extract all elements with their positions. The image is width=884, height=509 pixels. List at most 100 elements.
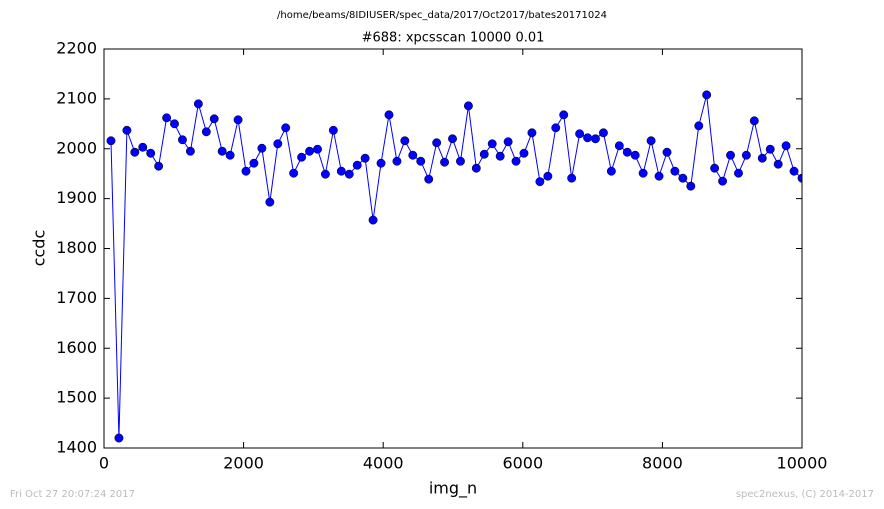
plot-frame: [103, 48, 803, 449]
data-point: [130, 147, 140, 157]
data-point: [352, 160, 362, 170]
data-point: [773, 159, 783, 169]
data-point: [511, 156, 521, 166]
data-point: [654, 171, 664, 181]
data-point: [765, 144, 775, 154]
y-axis-label: ccdc: [30, 230, 49, 267]
data-point: [376, 158, 386, 168]
data-point: [781, 141, 791, 151]
data-point: [749, 116, 759, 126]
data-point: [495, 151, 505, 161]
data-point: [694, 121, 704, 131]
data-point: [233, 115, 243, 125]
data-point: [225, 150, 235, 160]
data-point: [456, 156, 465, 166]
x-tick-label: 0: [99, 454, 109, 473]
y-tick-label: 1800: [56, 238, 97, 257]
data-point: [193, 99, 203, 109]
data-point: [463, 101, 473, 111]
data-point: [559, 110, 569, 120]
suptitle: /home/beams/8IDIUSER/spec_data/2017/Oct2…: [277, 10, 607, 21]
data-point: [249, 158, 259, 168]
data-point: [527, 128, 537, 138]
y-tick-label: 1700: [56, 288, 97, 307]
data-point: [122, 125, 132, 135]
data-point: [638, 168, 648, 178]
data-point: [598, 128, 608, 138]
y-tick-label: 2000: [56, 138, 97, 157]
x-tick-label: 8000: [642, 454, 683, 473]
data-point: [630, 150, 640, 160]
data-point: [487, 139, 497, 149]
data-point: [320, 169, 330, 179]
data-point: [503, 137, 513, 147]
data-point: [185, 146, 195, 156]
x-tick-label: 2000: [223, 454, 264, 473]
data-point: [440, 157, 450, 167]
data-point: [400, 136, 410, 146]
footer-left: Fri Oct 27 20:07:24 2017: [10, 489, 135, 500]
y-tick-label: 1600: [56, 338, 97, 357]
data-point: [551, 123, 561, 133]
data-point: [154, 161, 164, 171]
data-point: [567, 173, 577, 183]
data-point: [670, 166, 680, 176]
data-point: [328, 125, 338, 135]
data-point: [241, 166, 251, 176]
data-point: [162, 113, 172, 123]
x-axis-label: img_n: [429, 479, 477, 499]
data-point: [217, 146, 227, 156]
x-tick-label: 6000: [502, 454, 543, 473]
data-point: [368, 215, 378, 225]
plot-area: [106, 90, 802, 443]
data-point: [726, 150, 735, 160]
data-line: [110, 94, 802, 439]
data-point: [114, 433, 124, 443]
data-point: [432, 138, 442, 148]
data-point: [757, 153, 767, 163]
data-point: [313, 144, 322, 154]
y-tick-label: 1400: [56, 438, 97, 457]
data-point: [702, 90, 712, 100]
data-point: [297, 152, 307, 162]
data-point: [734, 168, 743, 178]
data-point: [273, 139, 283, 149]
data-point: [416, 156, 426, 166]
data-point: [789, 166, 799, 176]
data-point: [281, 123, 291, 133]
data-point: [686, 181, 696, 191]
data-point: [201, 127, 211, 137]
data-point: [741, 150, 751, 160]
data-point: [106, 136, 116, 146]
data-point: [170, 119, 179, 129]
data-point: [471, 163, 481, 173]
data-point: [662, 147, 672, 157]
data-point: [392, 156, 402, 166]
data-point: [535, 177, 545, 187]
data-point: [384, 110, 394, 120]
data-point: [138, 142, 148, 152]
data-point: [257, 143, 267, 153]
x-tick-label: 10000: [777, 454, 828, 473]
x-tick-label: 4000: [363, 454, 404, 473]
y-tick-label: 2100: [56, 88, 97, 107]
data-point: [591, 134, 600, 144]
data-point: [448, 134, 457, 144]
data-point: [646, 136, 656, 146]
y-tick-label: 1500: [56, 388, 97, 407]
data-point: [614, 141, 624, 151]
data-point: [622, 147, 632, 157]
data-point: [344, 169, 354, 179]
data-point: [606, 166, 616, 176]
data-point: [209, 114, 219, 124]
data-point: [265, 197, 275, 207]
data-point: [519, 148, 529, 158]
data-point: [424, 174, 434, 184]
data-point: [479, 149, 489, 159]
chart-title: #688: xpcsscan 10000 0.01: [362, 31, 545, 46]
data-point: [710, 163, 720, 173]
data-point: [336, 166, 346, 176]
y-tick-label: 2200: [56, 39, 97, 58]
data-point: [583, 133, 593, 143]
